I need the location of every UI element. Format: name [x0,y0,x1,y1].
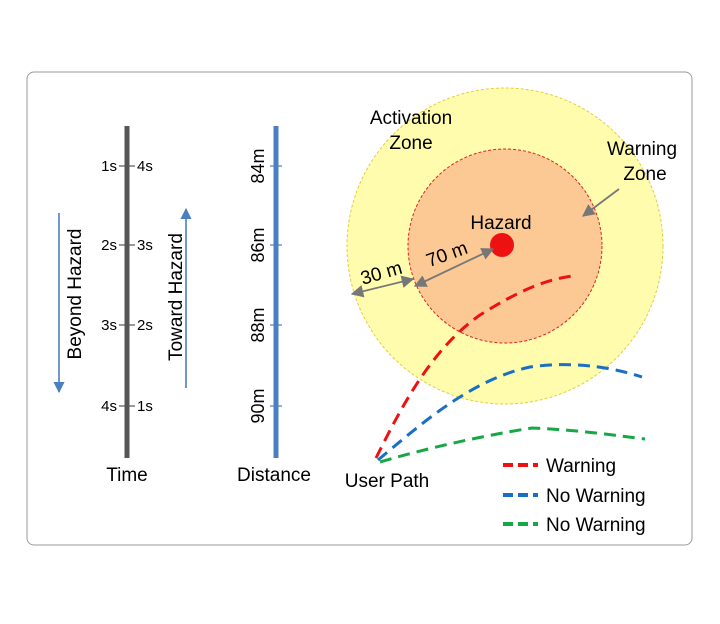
legend-label-no-warning-blue: No Warning [546,486,646,507]
distance-tick-90: 90m [248,388,268,423]
time-right-1: 4s [137,158,153,175]
outer-distance-arrow [350,275,415,298]
inner-distance-arrow [413,248,495,287]
beyond-hazard-label: Beyond Hazard [65,229,86,360]
toward-hazard-label: Toward Hazard [166,233,187,361]
time-left-2: 2s [101,237,117,254]
distance-axis-label: Distance [237,465,311,486]
time-left-3: 3s [101,317,117,334]
time-axis-label: Time [106,465,148,486]
warning-zone-pointer [581,188,620,217]
legend-label-no-warning-green: No Warning [546,515,646,536]
path-no-warning-green [379,426,646,464]
distance-tick-88: 88m [248,307,268,342]
hazard-label: Hazard [470,213,531,234]
legend: Warning No Warning No Warning [503,456,646,536]
path-no-warning-blue [377,363,643,462]
warning-zone-label-1: Warning [607,139,677,160]
path-warning [374,274,573,459]
time-right-3: 2s [137,317,153,334]
activation-zone-label-1: Activation [370,108,452,129]
distance-tick-86: 86m [248,227,268,262]
warning-zone-label-2: Zone [623,164,666,185]
legend-label-warning: Warning [546,456,616,477]
distance-ticks [270,165,282,407]
activation-zone-label-2: Zone [389,133,432,154]
hazard-dot [490,233,514,257]
time-left-4: 4s [101,398,117,415]
user-path-label: User Path [345,471,429,492]
time-left-1: 1s [101,158,117,175]
time-right-2: 3s [137,237,153,254]
time-ticks [119,165,135,407]
distance-tick-84: 84m [248,148,268,183]
time-right-4: 1s [137,398,153,415]
